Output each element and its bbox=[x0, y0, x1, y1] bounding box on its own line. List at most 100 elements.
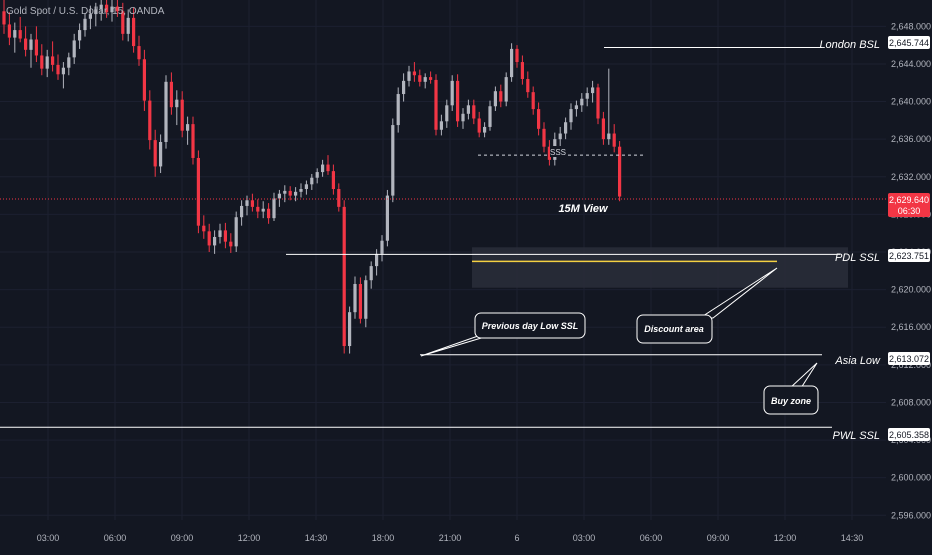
y-tick-label: 2,600.000 bbox=[891, 473, 931, 483]
candle-body bbox=[191, 124, 195, 158]
candle-body bbox=[434, 79, 438, 130]
candle-body bbox=[45, 56, 49, 69]
price-tag-pdl-ssl: 2,623.751 bbox=[888, 249, 930, 262]
x-tick-label: 03:00 bbox=[37, 533, 60, 543]
candle-body bbox=[148, 100, 152, 141]
candle-body bbox=[142, 59, 146, 101]
candle-body bbox=[331, 171, 335, 190]
candle-body bbox=[186, 124, 190, 131]
candle-body bbox=[294, 191, 298, 196]
callout-discount-area[interactable]: Discount area bbox=[636, 267, 778, 344]
price-tag-value: 2,605.358 bbox=[889, 430, 929, 440]
candle-body bbox=[596, 87, 600, 119]
candle-body bbox=[234, 217, 238, 247]
candle-body bbox=[2, 11, 6, 25]
candle-body bbox=[418, 75, 422, 82]
level-label-london-bsl: London BSL bbox=[819, 39, 880, 51]
candle-body bbox=[61, 67, 65, 75]
candle-body bbox=[83, 18, 87, 31]
candle-body bbox=[288, 190, 292, 196]
candle-body bbox=[24, 38, 28, 50]
candle-body bbox=[526, 78, 530, 93]
candle-body bbox=[153, 140, 157, 167]
x-tick-label: 12:00 bbox=[238, 533, 261, 543]
candle-body bbox=[72, 40, 76, 58]
price-axis[interactable]: 2,596.0002,600.0002,604.0002,608.0002,61… bbox=[886, 0, 932, 550]
candle-body bbox=[537, 109, 541, 129]
candle-body bbox=[369, 266, 373, 281]
ssl-marker: SSS bbox=[550, 148, 566, 157]
candle-body bbox=[607, 133, 611, 140]
candle-body bbox=[321, 164, 325, 173]
candle-body bbox=[272, 198, 276, 219]
level-label-pwl-ssl: PWL SSL bbox=[833, 430, 881, 442]
callout-text: Previous day Low SSL bbox=[482, 321, 579, 331]
candle-body bbox=[29, 39, 33, 50]
candle-body bbox=[256, 206, 260, 212]
candle-body bbox=[267, 208, 271, 219]
level-label-pdl-ssl: PDL SSL bbox=[835, 252, 880, 264]
candle-body bbox=[412, 71, 416, 76]
candle-body bbox=[353, 283, 357, 313]
candle-body bbox=[132, 17, 136, 47]
candle-body bbox=[402, 80, 406, 95]
current-price-bg bbox=[888, 193, 930, 217]
candle-body bbox=[159, 141, 163, 167]
price-tag-pwl-ssl: 2,605.358 bbox=[888, 428, 930, 441]
candle-body bbox=[531, 92, 535, 110]
callout-box bbox=[636, 314, 713, 344]
current-price-value: 2,629.640 bbox=[889, 195, 929, 205]
level-label-asia-low: Asia Low bbox=[834, 355, 881, 367]
candle-body bbox=[337, 189, 341, 207]
candle-body bbox=[488, 106, 492, 127]
candle-body bbox=[601, 118, 605, 140]
y-tick-label: 2,616.000 bbox=[891, 322, 931, 332]
candle-body bbox=[240, 205, 244, 218]
candle-body bbox=[391, 125, 395, 196]
candle-body bbox=[180, 99, 184, 131]
x-tick-label: 03:00 bbox=[573, 533, 596, 543]
time-axis-bg bbox=[0, 520, 932, 550]
candle-body bbox=[51, 56, 55, 65]
candle-body bbox=[477, 118, 481, 133]
candle-body bbox=[504, 77, 508, 102]
candle-body bbox=[169, 81, 173, 108]
candle-body bbox=[18, 30, 22, 39]
x-tick-label: 12:00 bbox=[774, 533, 797, 543]
candle-body bbox=[385, 195, 389, 241]
ssl-marker-bg bbox=[550, 146, 566, 157]
candle-body bbox=[396, 94, 400, 126]
candle-body bbox=[223, 230, 227, 242]
candle-body bbox=[207, 231, 211, 246]
price-tag-bg bbox=[888, 36, 930, 49]
candle-body bbox=[585, 93, 589, 99]
view-label: 15M View bbox=[558, 203, 609, 215]
x-tick-label: 14:30 bbox=[305, 533, 328, 543]
candle-body bbox=[88, 14, 92, 19]
x-tick-label: 09:00 bbox=[707, 533, 730, 543]
candles[interactable] bbox=[2, 0, 622, 354]
callout-buy-zone[interactable]: Buy zone bbox=[763, 362, 819, 415]
x-tick-label: 06:00 bbox=[104, 533, 127, 543]
time-axis[interactable]: 03:00 06:00 09:00 12:00 14:30 18:00 21:00 6 03:0… bbox=[0, 520, 932, 550]
candle-body bbox=[175, 99, 179, 108]
candle-body bbox=[461, 113, 465, 122]
candle-body bbox=[277, 193, 281, 199]
y-tick-label: 2,620.000 bbox=[891, 285, 931, 295]
candle-body bbox=[229, 241, 233, 247]
callout-previous-day-low[interactable]: Previous day Low SSL bbox=[420, 312, 586, 357]
x-tick-label: 14:30 bbox=[841, 533, 864, 543]
candle-body bbox=[542, 128, 546, 147]
candle-body bbox=[202, 225, 206, 232]
y-tick-label: 2,640.000 bbox=[891, 97, 931, 107]
candle-body bbox=[250, 200, 254, 207]
candle-body bbox=[40, 55, 44, 69]
candle-body bbox=[612, 133, 616, 147]
candle-body bbox=[375, 253, 379, 267]
candle-body bbox=[218, 230, 222, 237]
y-tick-label: 2,644.000 bbox=[891, 59, 931, 69]
candle-body bbox=[445, 105, 449, 122]
candle-body bbox=[78, 30, 82, 41]
